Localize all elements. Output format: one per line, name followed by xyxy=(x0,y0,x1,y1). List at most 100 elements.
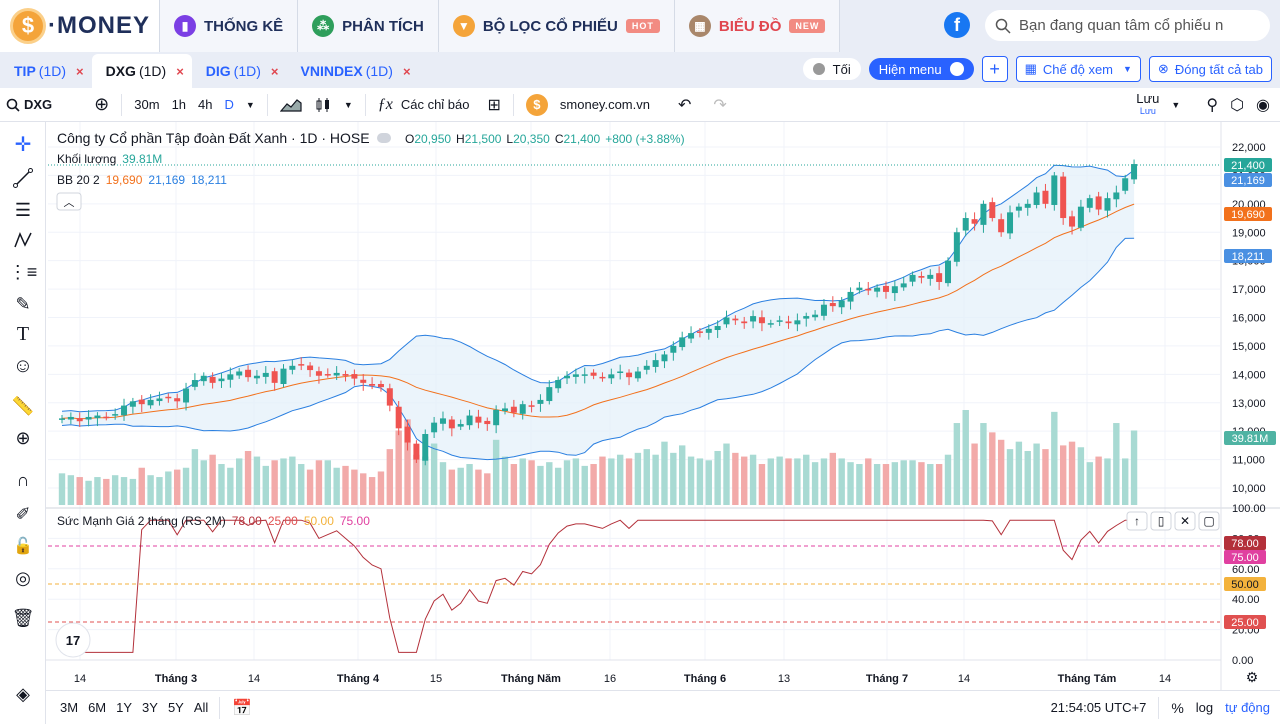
trash-icon[interactable]: 🗑 xyxy=(11,607,35,628)
object-tree-icon[interactable]: ◈ xyxy=(16,683,30,704)
volume-bar xyxy=(803,454,810,505)
candle-body xyxy=(874,287,881,292)
range-all[interactable]: All xyxy=(193,700,209,715)
candle-body xyxy=(1077,206,1084,228)
dark-mode-toggle[interactable]: Tối xyxy=(802,58,861,80)
logo[interactable]: $ ·MONEY xyxy=(0,0,160,52)
log-toggle[interactable]: log xyxy=(1195,700,1214,715)
redo-icon[interactable]: ↷ xyxy=(713,96,727,114)
settings-gear-icon[interactable]: ⬡ xyxy=(1230,96,1245,114)
axis-settings-icon[interactable]: ⚙ xyxy=(1246,669,1259,685)
clock[interactable]: 21:54:05 UTC+7 xyxy=(1050,700,1147,715)
candle-body xyxy=(838,300,845,308)
volume-bar xyxy=(85,480,92,505)
symbol-search[interactable]: DXG xyxy=(0,88,58,122)
undo-icon[interactable]: ↶ xyxy=(677,96,692,114)
camera-icon[interactable]: ◉ xyxy=(1256,96,1270,114)
tradingview-logo[interactable]: 17 xyxy=(55,622,91,658)
range-1y[interactable]: 1Y xyxy=(116,700,133,715)
range-3y[interactable]: 3Y xyxy=(142,700,158,715)
view-mode-button[interactable]: ▦ Chế độ xem ▼ xyxy=(1015,56,1141,82)
add-tab-button[interactable]: + xyxy=(981,56,1008,82)
caret-down-icon[interactable]: ▼ xyxy=(245,99,255,110)
caret-down-icon[interactable]: ▼ xyxy=(343,99,353,110)
brush-icon[interactable]: ✎ xyxy=(15,293,31,314)
candle-body xyxy=(794,320,801,325)
forecast-icon[interactable]: ⋮≡ xyxy=(8,261,38,282)
emoji-icon[interactable]: ☺ xyxy=(12,354,34,377)
close-icon[interactable]: × xyxy=(76,63,84,79)
candles-icon[interactable] xyxy=(308,88,338,122)
ruler-icon[interactable]: 📏 xyxy=(11,395,35,416)
quick-search-icon[interactable]: ⚲ xyxy=(1206,96,1219,114)
show-menu-toggle[interactable]: Hiện menu xyxy=(868,58,974,80)
tab-vnindex[interactable]: VNINDEX (1D) × xyxy=(287,54,419,88)
candle-body xyxy=(112,414,119,416)
volume-bar xyxy=(1033,443,1040,505)
candle-body xyxy=(351,374,358,379)
tab-tip[interactable]: TIP (1D) × xyxy=(0,54,92,88)
collapse-legend-button[interactable] xyxy=(56,192,82,211)
time-axis[interactable]: 14 Tháng 3 14 Tháng 4 15 Tháng Năm 16 Tháng 6 13… xyxy=(74,673,1171,685)
candle-body xyxy=(634,371,641,379)
nav-stock-filter[interactable]: ▼ BỘ LỌC CỔ PHIẾU HOT xyxy=(438,0,675,52)
volume-bar xyxy=(687,456,695,505)
percent-toggle[interactable]: % xyxy=(1171,699,1184,716)
divider xyxy=(121,93,123,116)
range-5y[interactable]: 5Y xyxy=(167,700,184,715)
tab-symbol: VNINDEX xyxy=(300,63,363,79)
tab-dxg[interactable]: DXG (1D) × xyxy=(91,54,192,88)
candle-body xyxy=(617,371,624,373)
legend-toggle-icon[interactable] xyxy=(377,133,391,143)
zoom-in-icon[interactable]: ⊕ xyxy=(15,427,31,448)
move-up-button[interactable] xyxy=(1126,511,1148,531)
caret-down-icon[interactable]: ▼ xyxy=(1171,99,1181,110)
collapse-pane-button[interactable] xyxy=(1174,511,1196,531)
candle-body xyxy=(1069,216,1076,227)
close-icon[interactable]: × xyxy=(270,63,279,79)
search-input[interactable]: Bạn đang quan tâm cổ phiếu n xyxy=(985,10,1270,41)
maximize-pane-button[interactable] xyxy=(1198,511,1220,531)
facebook-icon[interactable]: f xyxy=(944,12,970,38)
interval-4h[interactable]: 4h xyxy=(198,97,213,112)
candle-body xyxy=(750,316,757,322)
close-all-tabs-button[interactable]: ⊗ Đóng tất cả tab xyxy=(1148,56,1272,82)
volume-bar xyxy=(1059,445,1067,505)
volume-bar xyxy=(439,462,447,505)
unlock-icon[interactable]: 🔓 xyxy=(13,538,33,555)
site-link[interactable]: $ smoney.com.vn xyxy=(520,88,656,122)
auto-toggle[interactable]: tự động xyxy=(1225,700,1270,715)
interval-1h[interactable]: 1h xyxy=(171,97,187,112)
interval-30m[interactable]: 30m xyxy=(134,97,160,112)
calendar-icon[interactable]: 📅 xyxy=(232,699,253,717)
eye-icon[interactable]: ◎ xyxy=(15,567,31,588)
compare-plus-icon[interactable]: ⊕ xyxy=(94,94,110,114)
crosshair-icon[interactable]: ✛ xyxy=(14,133,32,156)
volume-bar xyxy=(377,471,385,505)
trend-line-icon[interactable] xyxy=(11,166,35,190)
magnet-icon[interactable]: ∩ xyxy=(16,469,30,490)
lock-drawing-icon[interactable]: ✐ xyxy=(15,503,31,524)
range-3m[interactable]: 3M xyxy=(60,700,79,715)
close-icon[interactable]: × xyxy=(402,63,411,79)
delete-pane-button[interactable] xyxy=(1150,511,1172,531)
range-6m[interactable]: 6M xyxy=(88,700,107,715)
pattern-icon[interactable] xyxy=(11,228,35,252)
area-chart-icon[interactable] xyxy=(274,88,308,122)
close-icon[interactable]: × xyxy=(176,63,184,79)
nav-chart[interactable]: ▦ BIỂU ĐỒ NEW xyxy=(674,0,841,52)
interval-d[interactable]: D xyxy=(224,97,234,112)
fib-lines-icon[interactable]: ☰ xyxy=(14,199,32,220)
candle-body xyxy=(1104,198,1111,211)
text-icon[interactable]: T xyxy=(16,322,30,345)
nav-analysis[interactable]: ⁂ PHÂN TÍCH xyxy=(298,0,439,52)
save-button[interactable]: Lưu Lưu xyxy=(1130,88,1165,122)
tab-dig[interactable]: DIG (1D) × xyxy=(192,54,287,88)
nav-statistics[interactable]: ▮ THỐNG KÊ xyxy=(160,0,299,52)
candle-body xyxy=(236,371,243,376)
indicators-button[interactable]: ƒx Các chỉ báo xyxy=(372,88,476,122)
layouts-icon[interactable]: ⊞ xyxy=(487,96,501,114)
volume-bar xyxy=(333,467,340,505)
volume-bar xyxy=(280,458,287,505)
